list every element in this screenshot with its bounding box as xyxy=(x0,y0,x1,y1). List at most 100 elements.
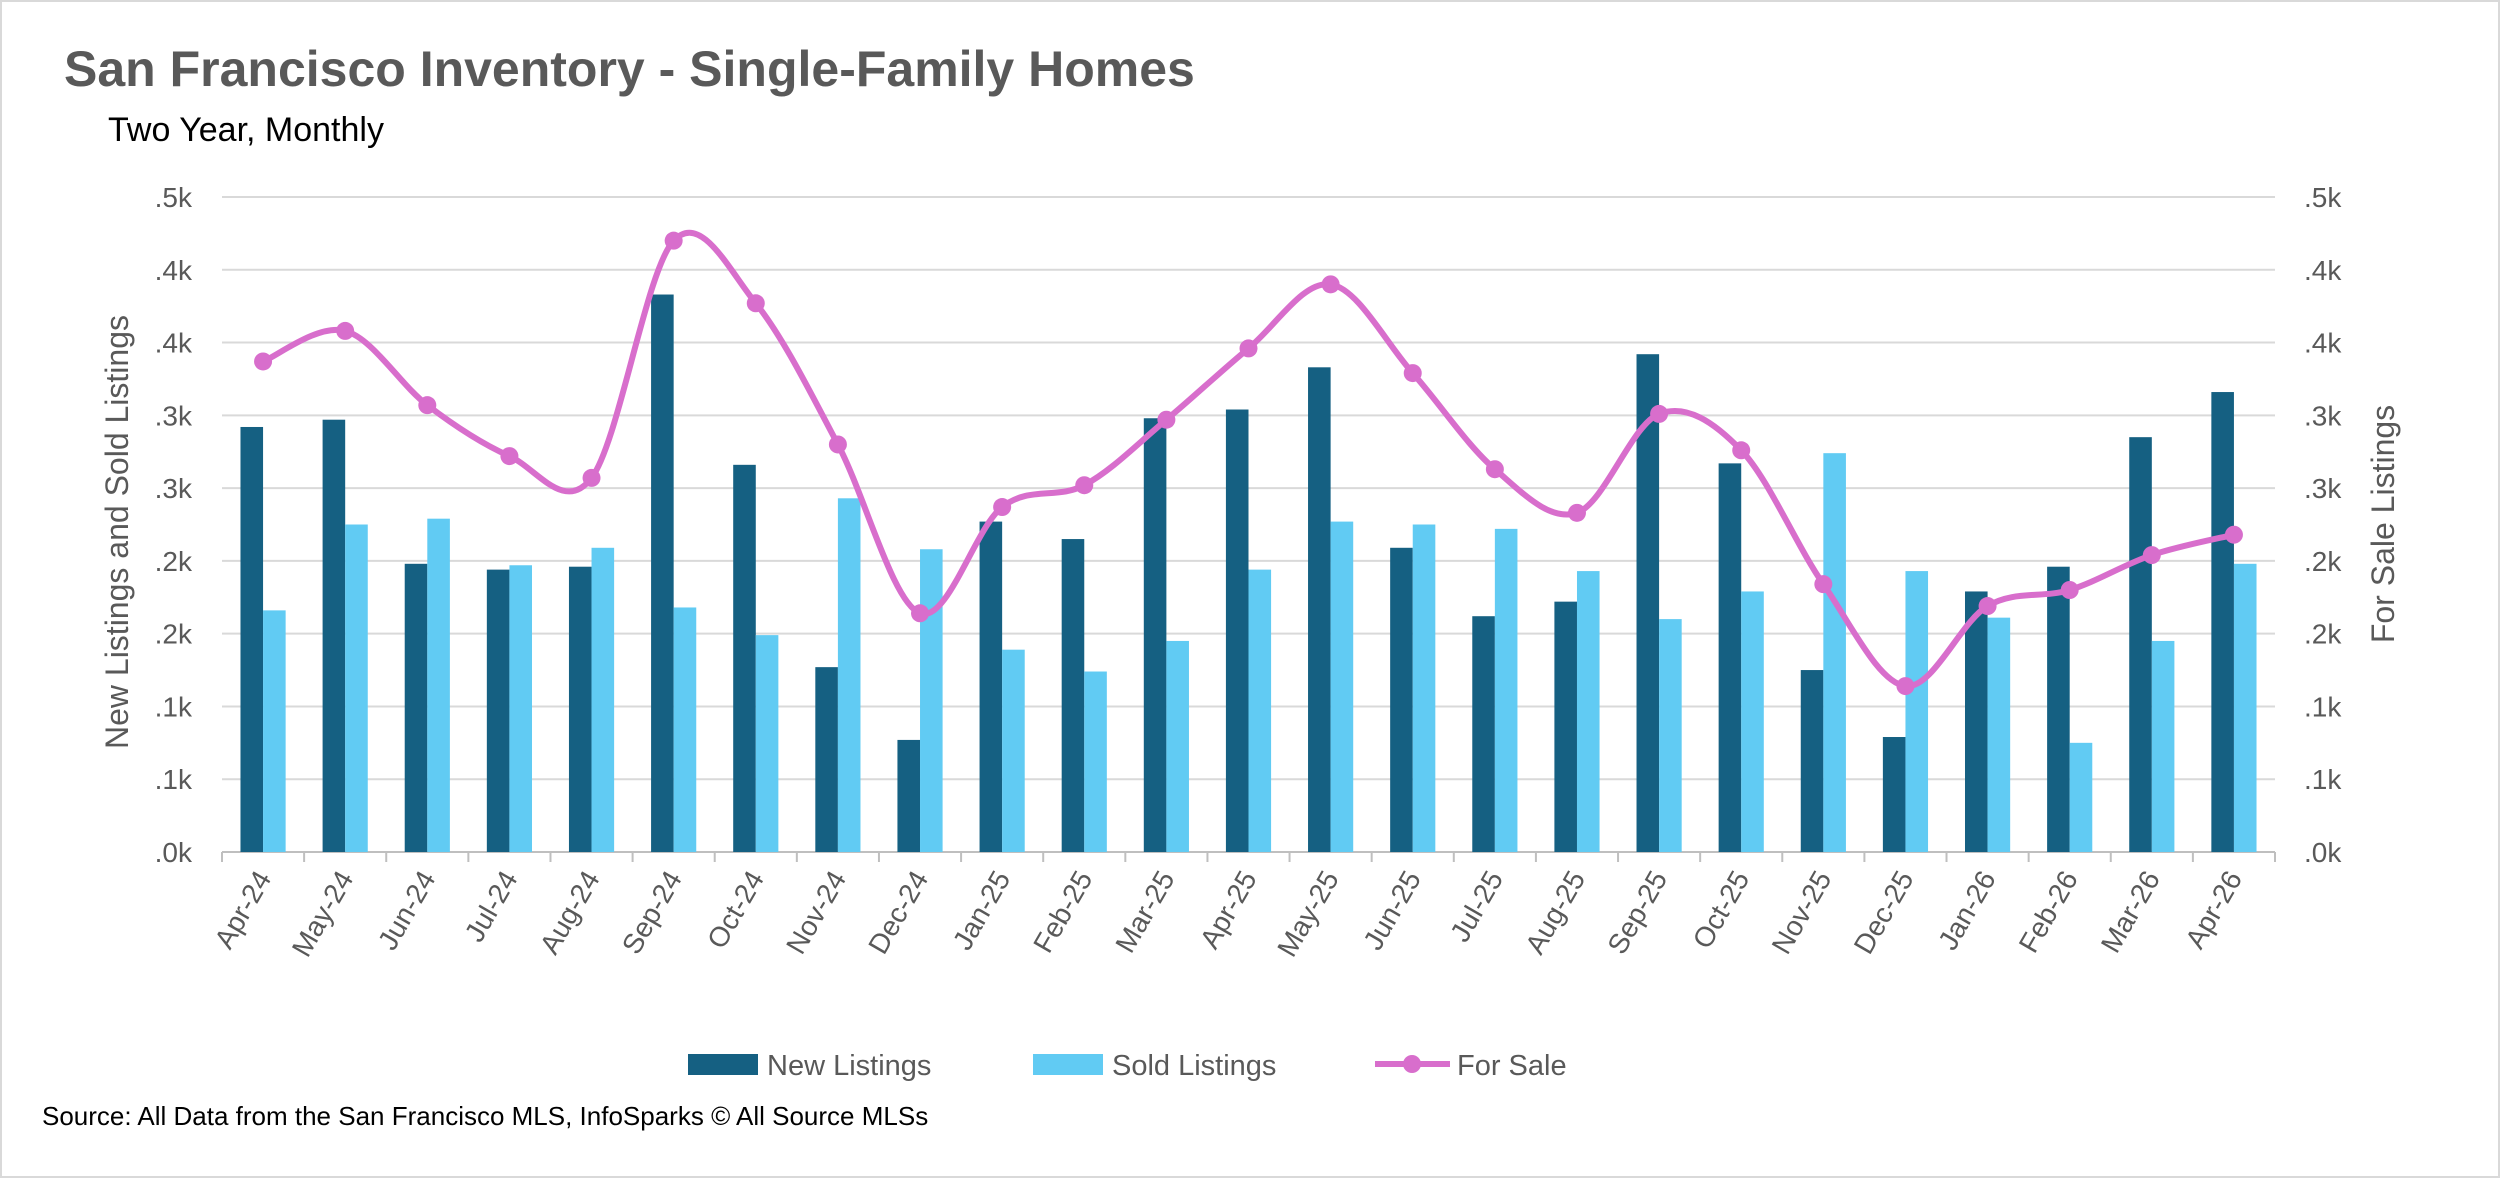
x-tick-label: Aug-24 xyxy=(534,866,606,960)
sold-listings-bar xyxy=(837,498,861,852)
new-listings-bar xyxy=(1308,367,1331,852)
x-tick-label: Oct-24 xyxy=(701,866,770,954)
new-listings-bar xyxy=(733,464,756,852)
y2-tick-label: .1k xyxy=(2304,691,2342,722)
sold-listings-bar xyxy=(673,607,697,852)
legend-marker-for-sale xyxy=(1403,1055,1421,1073)
x-tick-label: Jan-25 xyxy=(947,866,1017,956)
sold-listings-bar xyxy=(1248,569,1272,852)
legend-label-new-listings: New Listings xyxy=(767,1050,931,1082)
x-tick-label: Jun-24 xyxy=(372,866,442,956)
y2-tick-label: .2k xyxy=(2304,546,2342,577)
for-sale-point xyxy=(2142,546,2161,565)
x-tick-label: Sep-25 xyxy=(1601,866,1673,960)
new-listings-bar xyxy=(1390,547,1413,852)
y-tick-label: .4k xyxy=(155,255,193,286)
legend-swatch-new-listings xyxy=(688,1054,758,1075)
x-tick-label: Feb-26 xyxy=(2013,866,2084,958)
new-listings-bar xyxy=(1636,354,1660,852)
y-tick-label: .3k xyxy=(155,473,193,504)
sold-listings-bar xyxy=(1659,619,1682,852)
new-listings-bar xyxy=(1554,601,1577,852)
new-listings-bar xyxy=(1225,409,1249,852)
sold-listings-bar xyxy=(1741,591,1764,852)
y-tick-label: .3k xyxy=(155,400,193,431)
x-tick-label: Jul-25 xyxy=(1444,866,1509,948)
left-axis-ticks: .0k .1k .1k .2k .2k .3k .3k .4k .4k .5k xyxy=(155,182,193,868)
x-tick-label: Mar-25 xyxy=(1109,866,1180,958)
y2-tick-label: .2k xyxy=(2304,619,2342,650)
new-listings-bar xyxy=(979,521,1003,852)
for-sale-point xyxy=(254,352,273,371)
x-tick-label: Oct-25 xyxy=(1687,866,1756,954)
sold-listings-bar xyxy=(509,565,533,852)
right-axis-title: For Sale Listings xyxy=(2365,405,2401,643)
new-listings-bar xyxy=(1718,463,1742,852)
sold-listings-bar xyxy=(591,547,615,852)
sold-listings-bar xyxy=(1002,649,1025,852)
sold-listings-bar xyxy=(1905,571,1929,852)
for-sale-point xyxy=(1321,275,1340,294)
new-listings-bar xyxy=(2211,392,2234,852)
x-tick-label: Dec-24 xyxy=(862,866,934,960)
legend-label-for-sale: For Sale xyxy=(1457,1050,1567,1082)
new-listings-bar xyxy=(322,419,346,852)
sold-listings-bar xyxy=(920,549,943,852)
y-tick-label: .1k xyxy=(155,691,193,722)
y2-tick-label: .1k xyxy=(2304,764,2342,795)
new-listings-bar xyxy=(1800,670,1824,852)
y2-tick-label: .3k xyxy=(2304,473,2342,504)
for-sale-point xyxy=(828,435,847,454)
y-tick-label: .2k xyxy=(155,546,193,577)
for-sale-point xyxy=(418,396,437,415)
new-listings-bar xyxy=(1061,539,1085,852)
y-tick-label: .2k xyxy=(155,619,193,650)
sold-listings-bar xyxy=(1576,571,1600,852)
sold-listings-bar xyxy=(1330,521,1354,852)
legend-label-sold-listings: Sold Listings xyxy=(1112,1050,1276,1082)
for-sale-point xyxy=(911,604,930,623)
x-tick-label: Apr-24 xyxy=(208,866,277,954)
x-tick-label: Apr-26 xyxy=(2179,866,2248,954)
for-sale-line xyxy=(261,229,2235,690)
y2-tick-label: .3k xyxy=(2304,400,2342,431)
for-sale-point xyxy=(1896,677,1915,696)
for-sale-point xyxy=(1650,404,1669,423)
y-tick-label: .1k xyxy=(155,764,193,795)
sold-listings-bar xyxy=(1823,453,1846,852)
sold-listings-bar xyxy=(2151,640,2175,852)
for-sale-point xyxy=(582,468,601,487)
sold-listings-bar xyxy=(2069,742,2093,852)
new-listings-bar xyxy=(404,563,428,852)
new-listings-bar xyxy=(486,569,510,852)
for-sale-point xyxy=(2224,525,2243,544)
for-sale-point xyxy=(1567,503,1586,522)
for-sale-point xyxy=(1075,476,1094,495)
new-listings-bar xyxy=(2047,566,2070,852)
sold-listings-bar xyxy=(345,524,368,852)
new-listings-bar xyxy=(1964,591,1988,852)
x-tick-label: Jul-24 xyxy=(459,866,524,948)
legend: New Listings Sold Listings For Sale xyxy=(688,1050,1567,1082)
for-sale-point xyxy=(746,294,765,313)
x-tick-label: Apr-25 xyxy=(1194,866,1263,954)
for-sale-point xyxy=(1732,441,1751,460)
for-sale-point xyxy=(1978,597,1997,616)
chart-title: San Francisco Inventory - Single-Family … xyxy=(64,41,1195,97)
sold-listings-bar xyxy=(1084,671,1107,852)
chart-subtitle: Two Year, Monthly xyxy=(108,111,384,149)
for-sale-point xyxy=(500,447,519,466)
for-sale-point xyxy=(1814,575,1833,594)
bars xyxy=(240,294,2257,852)
sold-listings-bar xyxy=(263,610,286,852)
sold-listings-bar xyxy=(1494,528,1518,852)
for-sale-point xyxy=(336,321,355,340)
new-listings-bar xyxy=(568,566,592,852)
x-tick-label: Jun-25 xyxy=(1357,866,1427,956)
sold-listings-bar xyxy=(1412,524,1436,852)
left-axis-title: New Listings and Sold Listings xyxy=(99,315,135,749)
x-tick-label: Feb-25 xyxy=(1027,866,1098,958)
new-listings-bar xyxy=(897,739,921,852)
